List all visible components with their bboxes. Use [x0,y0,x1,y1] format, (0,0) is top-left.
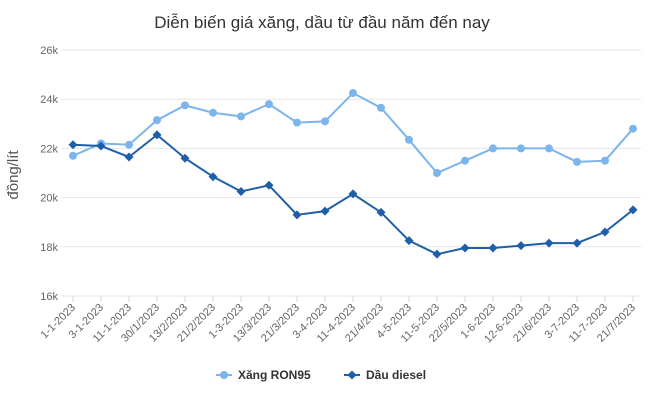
data-point[interactable] [96,141,106,151]
data-point[interactable] [404,236,414,246]
data-point[interactable] [517,144,525,153]
x-axis-ticks: 1-1-20233-1-202311-1-202330/1/202313/2/2… [38,296,638,346]
data-point[interactable] [601,156,609,165]
legend-label: Dầu diesel [366,368,426,382]
series-layer [68,89,638,259]
data-point[interactable] [153,116,161,125]
data-point[interactable] [264,180,274,190]
legend-item[interactable]: Dầu diesel [344,368,426,382]
data-point[interactable] [292,210,302,220]
gridlines [61,49,641,297]
data-point[interactable] [600,227,610,237]
data-point[interactable] [208,172,218,182]
data-point[interactable] [376,207,386,217]
data-point[interactable] [321,117,329,126]
data-point[interactable] [516,241,526,251]
data-point[interactable] [629,124,637,133]
legend-marker [220,371,228,379]
data-point[interactable] [236,186,246,196]
data-point[interactable] [461,156,469,165]
data-point[interactable] [377,103,385,112]
data-point[interactable] [293,118,301,127]
y-tick-label: 18k [40,242,58,254]
data-point[interactable] [405,135,413,144]
y-axis-label: đồng/lít [5,150,22,200]
data-point[interactable] [152,130,162,140]
legend-marker [347,370,357,380]
data-point[interactable] [348,189,358,199]
data-point[interactable] [573,157,581,166]
data-point[interactable] [432,249,442,259]
data-point[interactable] [209,108,217,117]
data-point[interactable] [544,238,554,248]
data-point[interactable] [433,169,441,177]
data-point[interactable] [180,153,190,163]
data-point[interactable] [545,144,553,153]
legend[interactable]: Xăng RON95 Dầu diesel [216,368,426,382]
y-tick-label: 22k [40,143,58,155]
series-xang-ron95 [69,89,637,177]
data-point[interactable] [125,140,133,149]
y-tick-label: 26k [40,45,58,57]
series-dau-diesel [68,130,638,259]
legend-label: Xăng RON95 [238,368,311,382]
chart-title: Diễn biến giá xăng, dầu từ đầu năm đến n… [154,13,490,32]
data-point[interactable] [320,206,330,216]
data-point[interactable] [460,243,470,253]
data-point[interactable] [572,238,582,248]
data-point[interactable] [181,101,189,110]
y-tick-label: 24k [40,94,58,106]
data-point[interactable] [349,89,357,98]
data-point[interactable] [237,112,245,121]
data-point[interactable] [265,100,273,109]
y-tick-label: 20k [40,193,58,205]
data-point[interactable] [124,152,134,162]
data-point[interactable] [628,205,638,215]
legend-item[interactable]: Xăng RON95 [216,368,311,382]
data-point[interactable] [69,151,77,160]
data-point[interactable] [488,243,498,253]
y-axis-ticks: 16k 18k 20k 22k 24k 26k [40,45,58,303]
data-point[interactable] [68,140,78,150]
y-tick-label: 16k [40,291,58,303]
data-point[interactable] [489,144,497,153]
